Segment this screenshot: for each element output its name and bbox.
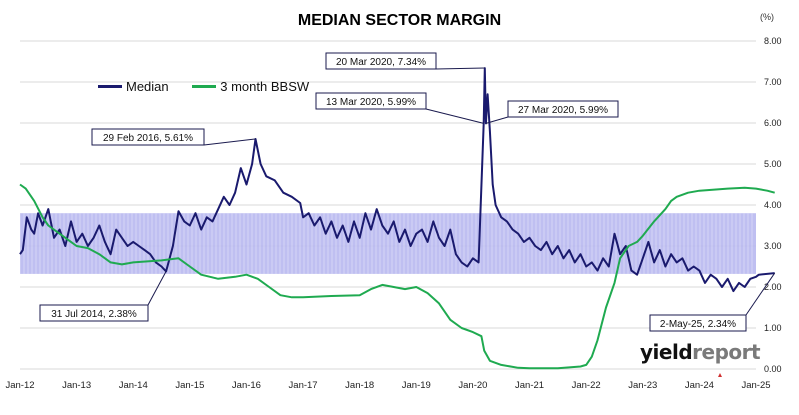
annotation-leader [435, 67, 485, 70]
annotation-box [39, 304, 149, 322]
annotation-label: 29 Feb 2016, 5.61% [103, 133, 193, 144]
annotation-box [507, 100, 619, 118]
annotation-label: 27 Mar 2020, 5.99% [518, 105, 608, 116]
x-tick-label: Jan-21 [515, 380, 544, 391]
annotation-box [325, 52, 437, 70]
x-tick-label: Jan-14 [119, 380, 148, 391]
annotation-label: 2-May-25, 2.34% [660, 319, 736, 330]
x-tick-label: Jan-25 [741, 380, 770, 391]
annotation-box [315, 92, 427, 110]
annotation-box [649, 314, 747, 332]
legend-label-bbsw: 3 month BBSW [220, 79, 310, 94]
x-tick-label: Jan-24 [685, 380, 714, 391]
y-tick-label: 8.00 [764, 36, 782, 46]
annotation-leader [425, 108, 484, 124]
annotation-leader [203, 138, 256, 146]
y-tick-label: 1.00 [764, 323, 782, 333]
brand-logo: yieldreport [640, 340, 761, 364]
x-tick-label: Jan-20 [458, 380, 487, 391]
y-tick-label: 2.00 [764, 282, 782, 292]
brand-logo-part2: report [692, 340, 761, 364]
y-tick-label: 4.00 [764, 200, 782, 210]
y-tick-label: 5.00 [764, 159, 782, 169]
x-tick-label: Jan-22 [572, 380, 601, 391]
legend-label-median: Median [126, 79, 169, 94]
x-tick-label: Jan-23 [628, 380, 657, 391]
x-tick-label: Jan-15 [175, 380, 204, 391]
x-tick-label: Jan-19 [402, 380, 431, 391]
annotation-leader [485, 116, 509, 124]
legend-swatch-median [98, 85, 122, 88]
annotation-label: 13 Mar 2020, 5.99% [326, 97, 416, 108]
x-tick-label: Jan-12 [5, 380, 34, 391]
y-tick-label: 7.00 [764, 77, 782, 87]
brand-marker [718, 373, 722, 377]
y-axis-unit: (%) [760, 12, 774, 22]
brand-logo-part1: yield [640, 340, 693, 364]
x-tick-label: Jan-16 [232, 380, 261, 391]
annotation-label: 20 Mar 2020, 7.34% [336, 57, 426, 68]
annotation-label: 31 Jul 2014, 2.38% [51, 309, 137, 320]
legend-swatch-bbsw [192, 85, 217, 88]
legend-item-median: Median [98, 79, 169, 94]
annotation-box [91, 128, 205, 146]
y-tick-label: 6.00 [764, 118, 782, 128]
x-tick-label: Jan-18 [345, 380, 374, 391]
annotation-leader [147, 271, 167, 306]
legend-item-bbsw: 3 month BBSW [192, 79, 309, 94]
y-tick-label: 0.00 [764, 364, 782, 374]
annotation-leader [745, 272, 776, 316]
x-tick-label: Jan-13 [62, 380, 91, 391]
chart-title: MEDIAN SECTOR MARGIN [297, 12, 502, 29]
y-tick-label: 3.00 [764, 241, 782, 251]
series-line-median [19, 67, 775, 293]
series-line-bbsw [19, 183, 775, 370]
x-tick-label: Jan-17 [289, 380, 318, 391]
legend: Median 3 month BBSW [98, 76, 329, 94]
